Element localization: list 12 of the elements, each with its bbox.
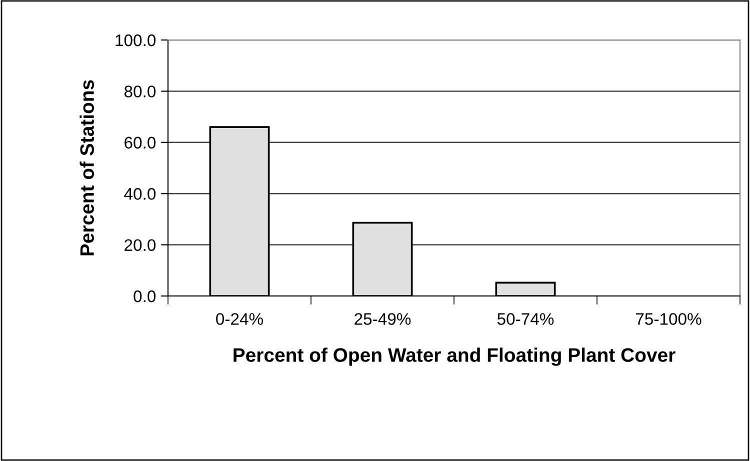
y-tick-label: 80.0: [124, 86, 156, 98]
x-axis-title: Percent of Open Water and Floating Plant Cover: [234, 348, 676, 366]
x-tick-label: 50-74%: [497, 313, 554, 325]
x-tick-label: 25-49%: [354, 313, 411, 325]
y-tick-label: 60.0: [124, 136, 156, 149]
x-tick-label: 75-100%: [636, 313, 702, 325]
y-axis-title: Percent of Stations: [80, 80, 94, 256]
y-tick-label: 20.0: [124, 239, 156, 252]
y-tick-label: 100.0: [116, 34, 156, 46]
y-tick-label: 40.0: [124, 188, 156, 200]
x-tick-label: 0-24%: [216, 313, 263, 325]
y-tick-label: 0.0: [134, 290, 156, 302]
